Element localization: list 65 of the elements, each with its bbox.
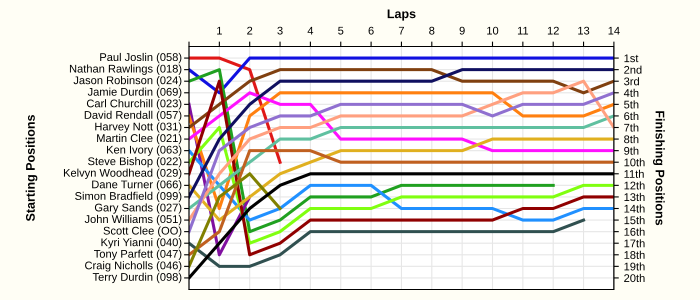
y2-tick-label: 6th [624,112,638,120]
y2-tick-label: 9th [624,146,638,155]
x-tick-label: 6 [368,26,374,35]
y2-tick-label: 3rd [624,77,639,86]
text: Scott Clee (OO) [104,226,182,237]
x-axis-title: Laps [388,9,416,21]
line-series [189,91,614,152]
x-tick-label: 2 [247,26,252,34]
line-series [189,68,614,130]
y2-tick-label: 13th [624,192,645,202]
text: Paul Joslin (058) [100,52,182,64]
y2-tick-label: 8th [624,135,638,144]
y2-tick-label: 11th [624,170,644,178]
y2-tick-label: 14th [624,204,645,213]
y2-tick-label: 12th [624,181,645,190]
x-tick-label: 13 [578,26,590,35]
text: Starting Positions [26,115,38,222]
text: Carl Churchill (023) [86,99,182,110]
text: Harvey Nott (031) [95,122,182,133]
y2-tick-label: 19th [624,262,645,270]
text: Martin Clee (021) [97,134,182,144]
text: Terry Durdin (098) [92,272,182,284]
x-tick-label: 12 [548,26,559,34]
text: John Williams (051) [84,214,182,226]
text: Simon Bradfield (099) [75,192,182,202]
y2-axis-title: Finishing Positions [652,111,665,226]
y2-tick-label: 16th [624,228,645,236]
line-series [189,68,614,198]
text: Craig Nicholls (046) [85,261,182,272]
y2-tick-label: 20th [624,274,645,282]
y2-tick-label: 2nd [624,66,642,74]
text: Nathan Rawlings (018) [70,64,182,75]
x-tick-label: 3 [277,26,283,35]
text: Gary Sands (027) [94,203,182,214]
text: Jason Robinson (024) [74,76,182,86]
x-tick-label: 5 [338,26,344,35]
y2-tick-label: 5th [624,100,638,108]
y2-tick-label: 1st [624,54,638,62]
text: Jamie Durdin (069) [88,88,182,98]
x-tick-label: 7 [398,26,404,34]
text: Tony Parfett (047) [94,250,182,260]
text: Steve Bishop (022) [88,157,182,168]
y2-tick-label: 7th [624,123,638,132]
x-tick-label: 4 [308,26,314,34]
line-series [189,80,614,256]
text: Ken Ivory (063) [107,145,182,156]
y2-tick-label: 10th [624,158,645,166]
x-tick-label: 10 [487,26,498,35]
x-tick-label: 1 [217,26,222,34]
line-series [189,218,586,268]
line-series [189,114,614,210]
text: Kyri Yianni (040) [101,238,182,248]
text: David Rendall (057) [84,110,182,122]
y2-tick-label: 4th [624,88,638,97]
x-tick-label: 8 [429,26,434,35]
text: Dane Turner (066) [92,180,182,191]
x-tick-label: 14 [608,26,620,34]
y2-tick-label: 17th [624,239,645,248]
line-series [189,149,614,256]
line-series [189,172,282,268]
text: Kelvyn Woodhead (029) [64,168,182,179]
x-tick-label: 11 [518,26,528,34]
y2-tick-label: 18th [624,250,645,259]
x-tick-label: 9 [460,26,465,35]
y2-tick-label: 15th [624,216,645,224]
